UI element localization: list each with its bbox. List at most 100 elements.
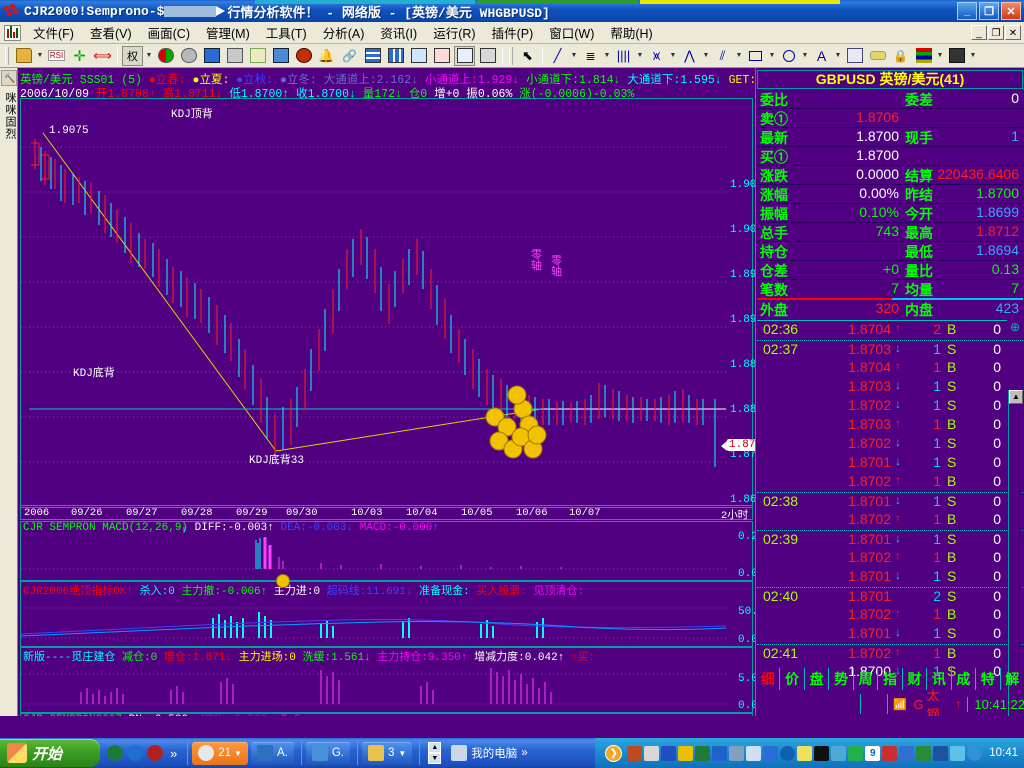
tray-icon-17[interactable] [899,745,915,761]
mdi-close-button[interactable]: ✕ [1005,25,1021,40]
tick-row[interactable]: 1.8704 ↑ 1 B 0 [757,359,1023,378]
quicklaunch-overflow-icon[interactable]: » [170,745,178,761]
quicklaunch-ie-icon[interactable] [127,745,143,761]
tick-row[interactable]: 1.8702 ↑ 1 B 0 [757,473,1023,492]
toolbar-grip[interactable] [5,46,9,65]
menu-screen[interactable]: 画面(C) [147,27,190,41]
drawbar-grip[interactable] [509,46,513,65]
minimize-window-icon[interactable] [477,46,498,66]
quote-tab-解[interactable]: 解 [1001,668,1024,690]
tray-volume-icon[interactable] [950,745,966,761]
start-button[interactable]: 开始 [0,739,100,767]
tick-row[interactable]: 1.8702 ↓ 1 S 0 [757,435,1023,454]
quicklaunch-app-icon[interactable] [147,745,163,761]
zoom-search-icon[interactable] [270,46,291,66]
xinban-subchart[interactable]: 新版----觅庄建仓 减仓:0 增仓:1.871↓ 主力进场:0 洗缓:1.56… [20,647,753,713]
menu-run[interactable]: 运行(R) [433,27,476,41]
circle-dropdown-icon[interactable]: ▼ [801,52,809,59]
rectangle-icon[interactable] [745,46,766,66]
open-folder-dropdown-icon[interactable]: ▼ [36,52,44,59]
menu-help[interactable]: 帮助(H) [610,27,653,41]
color-palette-icon[interactable] [913,46,934,66]
quote-tab-指[interactable]: 指 [878,668,903,690]
fib-fan-dropdown-icon[interactable]: ▼ [702,52,710,59]
tick-row[interactable]: 1.8701 ↓ 1 S 0 [757,454,1023,473]
tools-hammer-icon[interactable]: 🔨 [1,70,17,86]
mdi-document-icon[interactable] [4,24,21,41]
link-icon[interactable]: 🔗 [342,48,357,63]
taskitem-folders[interactable]: 3 ▼ [361,741,413,765]
taskitem-qq[interactable]: 21 ▼ [192,741,248,765]
circle-icon[interactable] [778,46,799,66]
gray-lights-icon[interactable] [178,46,199,66]
tray-expand-icon[interactable]: ❯ [605,744,623,762]
tray-icon-5[interactable] [695,745,711,761]
menu-manage[interactable]: 管理(M) [206,27,250,41]
scroll-up-button[interactable]: ▲ [1009,390,1023,404]
menu-window[interactable]: 窗口(W) [549,27,595,41]
tick-row[interactable]: 1.8701 ↓ 1 S 0 [757,625,1023,644]
rectangle-dropdown-icon[interactable]: ▼ [768,52,776,59]
macd-subchart[interactable]: CJR SEMPRON MACD(12,26,9) DIFF:-0.003↑ D… [20,521,753,581]
mdi-minimize-button[interactable]: _ [971,25,987,40]
tick-row[interactable]: 02:37 1.8703 ↓ 1 S 0 [757,340,1023,359]
taskbar-scroll-up-icon[interactable]: ▲ [428,742,442,753]
lock-draw-icon[interactable]: 🔒 [893,48,908,63]
resize-horizontal-icon[interactable]: ⟺ [93,47,112,63]
text-tool-icon[interactable]: A [811,46,832,66]
quote-tab-讯[interactable]: 讯 [927,668,952,690]
tick-row[interactable]: 02:41 1.8702 ↑ 1 B 0 [757,644,1023,663]
quote-tab-财[interactable]: 财 [903,668,928,690]
horizontal-lines-icon[interactable]: ≣ [585,48,596,63]
tick-row[interactable]: 1.8703 ↓ 1 S 0 [757,378,1023,397]
tray-icon-1[interactable] [627,745,643,761]
quote-tab-细[interactable]: 细 [756,668,781,690]
close-button[interactable]: ✕ [1001,2,1021,20]
list-view-icon[interactable] [454,45,475,66]
taskitem-folders-dropdown-icon[interactable]: ▼ [398,748,407,758]
quote-tab-成[interactable]: 成 [952,668,977,690]
tray-icon-11[interactable] [797,745,813,761]
quote-tab-价[interactable]: 价 [780,668,805,690]
fib-fan-icon[interactable]: ⋀ [684,47,695,63]
menu-plugin[interactable]: 插件(P) [491,27,534,41]
tray-icon-13[interactable] [831,745,847,761]
layout-rows-icon[interactable] [362,46,383,66]
tick-row[interactable]: 1.8702 ↓ 1 S 0 [757,397,1023,416]
text-tool-dropdown-icon[interactable]: ▼ [834,52,842,59]
save-dropdown-icon[interactable]: ▼ [969,52,977,59]
tray-icon-3[interactable] [661,745,677,761]
tick-row[interactable]: 02:39 1.8701 ↓ 1 S 0 [757,530,1023,549]
tray-icon-18[interactable] [916,745,932,761]
tick-row[interactable]: 02:36 1.8704 ↑ 2 B 0 [757,321,1023,340]
tray-icon-19[interactable] [933,745,949,761]
gann-fan-dropdown-icon[interactable]: ▼ [669,52,677,59]
taskbar-scroll-down-icon[interactable]: ▼ [428,753,442,764]
minimize-button[interactable]: _ [957,2,977,20]
tray-icon-16[interactable] [882,745,898,761]
horizontal-lines-dropdown-icon[interactable]: ▼ [603,52,611,59]
rsi-indicator-icon[interactable]: RSI [46,46,67,66]
taskbar-scroll-buttons[interactable]: ▲ ▼ [428,742,442,764]
red-green-lights-icon[interactable] [155,46,176,66]
tray-icon-9[interactable] [763,745,779,761]
menu-view[interactable]: 查看(V) [89,27,132,41]
eraser-icon[interactable] [867,46,888,66]
trendline-dropdown-icon[interactable]: ▼ [570,52,578,59]
menu-analysis[interactable]: 分析(A) [322,27,365,41]
quan-dropdown-icon[interactable]: ▼ [145,52,153,59]
tick-row[interactable]: 1.8701 ↓ 1 S 0 [757,568,1023,587]
menu-info[interactable]: 资讯(I) [380,27,418,41]
tray-badge-icon[interactable]: 9 [865,745,881,761]
copy-pages-icon[interactable] [224,46,245,66]
open-folder-icon[interactable] [13,46,34,66]
tick-row[interactable]: 1.8702 ↑ 1 B 0 [757,549,1023,568]
vertical-lines-dropdown-icon[interactable]: ▼ [636,52,644,59]
tray-icon-8[interactable] [746,745,762,761]
quicklaunch-media-icon[interactable] [107,745,123,761]
tray-warning-icon[interactable] [678,745,694,761]
layout-columns-icon[interactable] [385,46,406,66]
chart-window2-icon[interactable] [431,46,452,66]
crosshair-icon[interactable]: ⊕ [1009,320,1021,334]
tick-row[interactable]: 1.8702 ↑ 1 B 0 [757,606,1023,625]
